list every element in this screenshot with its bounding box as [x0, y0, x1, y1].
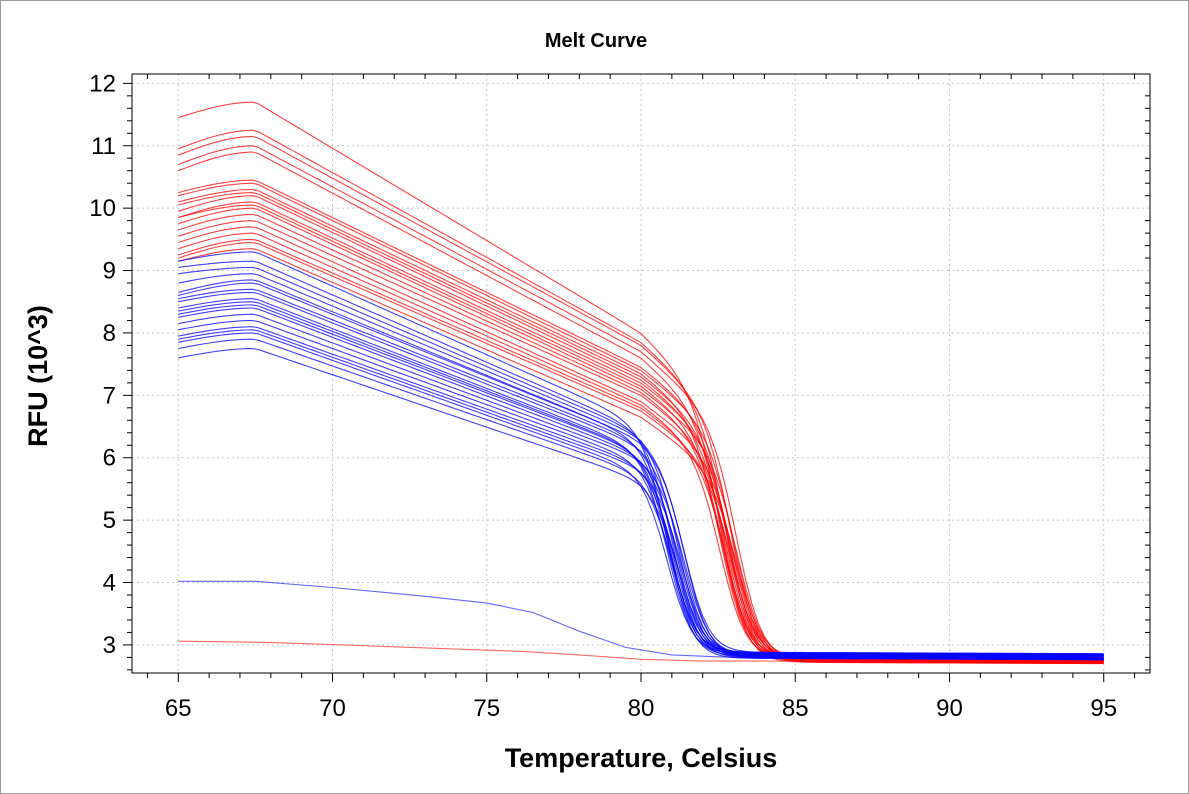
y-tick-label: 6	[103, 445, 116, 472]
y-tick-label: 8	[103, 320, 116, 347]
y-tick-label: 12	[89, 70, 116, 97]
y-tick-label: 9	[103, 258, 116, 285]
y-tick-label: 7	[103, 382, 116, 409]
y-axis-label: RFU (10^3)	[23, 305, 53, 447]
chart-title: Melt Curve	[545, 30, 647, 52]
x-tick-label: 80	[628, 695, 655, 722]
blue-melt-curve	[178, 282, 1104, 655]
y-tick-label: 10	[89, 195, 116, 222]
red-baseline-curve	[178, 640, 1104, 662]
x-tick-label: 95	[1090, 695, 1117, 722]
y-tick-label: 5	[103, 507, 116, 534]
x-tick-label: 90	[936, 695, 963, 722]
blue-melt-curve	[178, 326, 1104, 657]
y-tick-label: 4	[103, 570, 116, 597]
red-melt-curve	[178, 213, 1104, 662]
x-tick-label: 75	[473, 695, 500, 722]
series-layer	[178, 101, 1104, 665]
blue-melt-curve	[178, 301, 1104, 655]
blue-melt-curve	[178, 329, 1104, 656]
y-tick-label: 11	[91, 133, 116, 160]
axis-ticks: 65 70 75 80 85 90 95 3 4 5 6 7 8 9 10 11 12	[89, 70, 1150, 722]
blue-baseline-curve	[178, 580, 1104, 658]
x-tick-label: 65	[165, 695, 192, 722]
x-axis-label: Temperature, Celsius	[505, 743, 778, 773]
y-tick-label: 3	[103, 632, 116, 659]
x-tick-label: 85	[782, 695, 809, 722]
x-tick-label: 70	[319, 695, 346, 722]
